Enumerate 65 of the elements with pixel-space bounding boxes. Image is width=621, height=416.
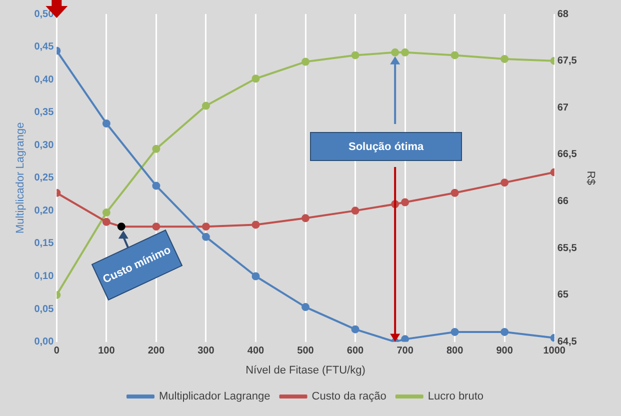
point <box>202 232 210 241</box>
point <box>202 102 210 110</box>
legend-label: Multiplicador Lagrange <box>158 390 270 403</box>
point <box>351 325 360 334</box>
point <box>302 214 310 222</box>
point <box>351 206 360 215</box>
x-tick-label: 700 <box>396 346 414 357</box>
point <box>450 328 459 336</box>
x-tick-label: 900 <box>496 346 514 357</box>
point <box>152 182 160 190</box>
y-tick-label: 0,20 <box>34 205 54 216</box>
point <box>252 220 260 229</box>
y2-tick-label: 67 <box>557 102 569 114</box>
x-tick-label: 1000 <box>543 346 566 357</box>
x-tick-label: 400 <box>247 346 265 357</box>
y-axis-title: Multiplicador Lagrange <box>14 122 27 234</box>
y-tick-label: 0,45 <box>34 42 54 53</box>
x-tick-label: 100 <box>98 346 116 357</box>
y2-tick-label: 65 <box>557 290 569 301</box>
y2-tick-label: 68 <box>557 8 569 20</box>
x-tick-label: 200 <box>148 346 165 357</box>
y-tick-label: 0,25 <box>34 172 54 184</box>
point <box>391 48 400 56</box>
point <box>252 272 260 280</box>
point <box>450 51 459 60</box>
point <box>302 58 310 66</box>
x-tick-label: 300 <box>198 346 215 357</box>
y2-axis-title: R$ <box>584 170 596 185</box>
point <box>252 74 260 83</box>
point <box>500 54 509 63</box>
y2-tick-label: 66 <box>557 196 569 208</box>
y-tick-label: 0,30 <box>34 140 54 151</box>
y-tick-label: 0,15 <box>34 238 54 250</box>
point <box>500 328 509 336</box>
point <box>351 51 360 60</box>
x-axis-title: Nível de Fitase (FTU/kg) <box>246 364 366 376</box>
y-tick-label: 0,10 <box>34 270 54 282</box>
point <box>202 222 210 231</box>
y2-tick-label: 66,5 <box>557 149 578 160</box>
x-tick-label: 800 <box>446 346 464 357</box>
callout-box: Solução ótima <box>310 132 462 161</box>
y2-tick-label: 65,5 <box>557 242 578 254</box>
y2-tick-label: 67,5 <box>557 56 578 67</box>
legend-label: Lucro bruto <box>428 390 484 403</box>
y-tick-label: 0,05 <box>34 304 54 315</box>
x-tick-label: 500 <box>297 346 314 357</box>
x-tick-label: 0 <box>54 346 60 357</box>
point <box>500 178 509 187</box>
point <box>401 48 410 56</box>
point <box>102 208 110 217</box>
y-tick-label: 0,35 <box>34 107 54 118</box>
point <box>401 198 410 206</box>
y-tick-label: 0,00 <box>34 336 54 348</box>
point <box>152 222 160 231</box>
point <box>401 335 410 342</box>
point <box>102 218 110 226</box>
y-tick-label: 0,40 <box>34 74 54 86</box>
point <box>102 119 110 128</box>
legend-label: Custo da ração <box>312 390 386 403</box>
y2-tick-label: 64,5 <box>557 336 578 348</box>
x-tick-label: 600 <box>346 346 364 357</box>
point <box>302 303 310 312</box>
point <box>450 188 459 197</box>
point <box>117 222 126 231</box>
point <box>152 144 160 153</box>
